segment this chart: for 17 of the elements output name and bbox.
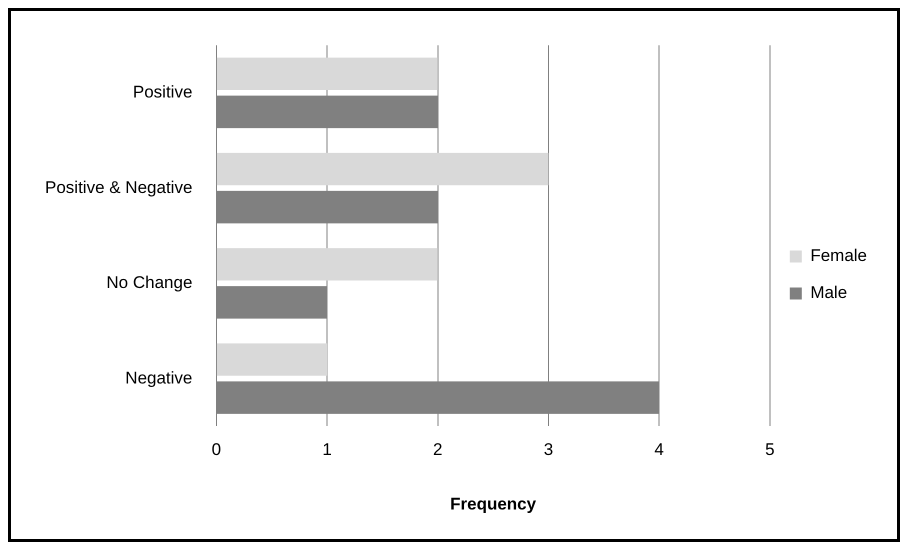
- y-tick-label: Negative: [125, 368, 192, 388]
- x-axis-title: Frequency: [450, 494, 537, 514]
- legend-label: Female: [810, 246, 867, 266]
- x-tick-label: 4: [654, 440, 664, 460]
- bar: [216, 58, 438, 90]
- bar: [216, 343, 328, 376]
- x-tick-label: 2: [433, 440, 443, 460]
- bar: [216, 248, 438, 280]
- y-tick-label: No Change: [106, 273, 192, 292]
- x-tick-label: 0: [212, 440, 222, 460]
- x-tick-label: 5: [765, 440, 775, 460]
- y-tick-label: Positive & Negative: [45, 178, 192, 197]
- y-tick-label: Positive: [132, 82, 192, 102]
- bar: [216, 152, 548, 186]
- x-tick-label: 1: [322, 440, 332, 460]
- x-tick-label: 3: [544, 440, 554, 460]
- legend-label: Male: [810, 283, 848, 302]
